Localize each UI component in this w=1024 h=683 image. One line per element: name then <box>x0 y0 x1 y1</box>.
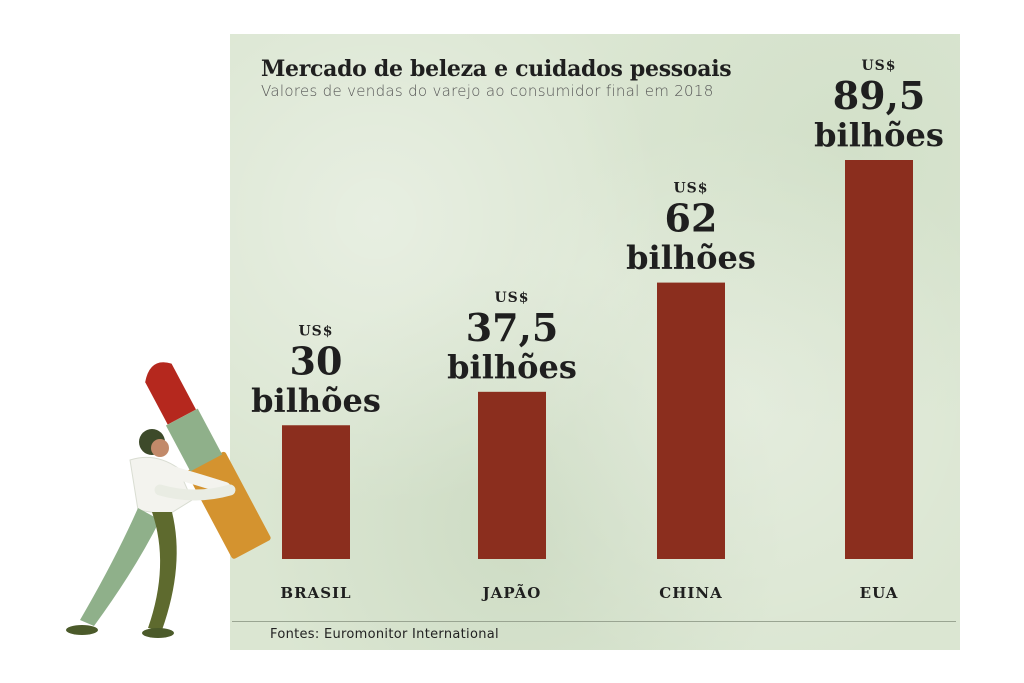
value-number-label: 62 <box>665 196 718 241</box>
value-currency-label: US$ <box>861 58 896 74</box>
value-number-label: 37,5 <box>466 305 559 350</box>
chart-subtitle: Valores de vendas do varejo ao consumido… <box>261 82 714 100</box>
value-currency-label: US$ <box>298 323 333 339</box>
value-unit-label: bilhões <box>251 381 381 419</box>
value-currency-label: US$ <box>494 290 529 306</box>
value-unit-label: bilhões <box>447 348 577 386</box>
bar-eua <box>845 160 913 559</box>
value-unit-label: bilhões <box>626 239 756 277</box>
value-number-label: 30 <box>290 338 343 383</box>
category-label: EUA <box>860 584 899 602</box>
category-label: CHINA <box>659 584 722 602</box>
chart-panel <box>230 34 960 650</box>
chart-title: Mercado de beleza e cuidados pessoais <box>261 56 732 82</box>
chart-source: Fontes: Euromonitor International <box>270 627 499 642</box>
bar-china <box>657 282 725 559</box>
category-label: BRASIL <box>280 584 351 602</box>
bar-japão <box>478 391 546 559</box>
value-unit-label: bilhões <box>814 116 944 154</box>
bar-brasil <box>282 425 350 559</box>
person-pushing-lipstick-icon <box>66 362 271 638</box>
category-label: JAPÃO <box>481 583 542 602</box>
value-currency-label: US$ <box>673 181 708 197</box>
source-divider <box>232 621 956 622</box>
value-number-label: 89,5 <box>833 73 926 118</box>
